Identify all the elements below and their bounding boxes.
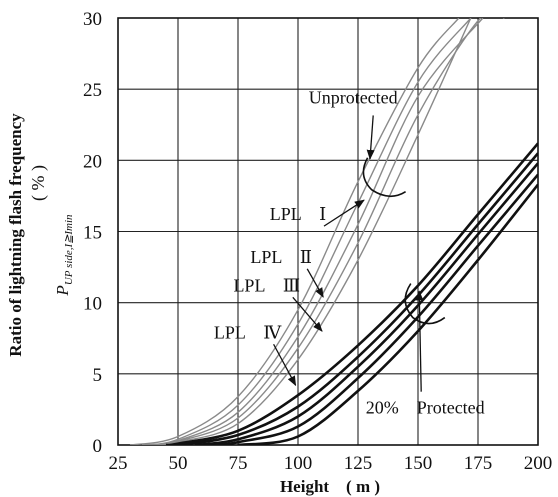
y-tick-label: 0: [93, 436, 103, 457]
y-axis-label-main: Ratio of lightning flash frequency: [6, 113, 25, 357]
series-line-lpl-ii: [149, 18, 484, 445]
series-line-lpl-iii: [153, 18, 505, 445]
unprotected-brace: [362, 157, 407, 198]
x-tick-label: 75: [229, 453, 248, 474]
y-tick-label: 15: [83, 223, 102, 244]
annotation-label-lpl4: LPL Ⅳ: [214, 322, 282, 342]
protected-series-line-7: [194, 162, 538, 445]
y-tick-label: 5: [93, 365, 103, 386]
annotation-arrow-lpl2: [306, 268, 324, 298]
tick-labels: 25 50 75 100 125 150 175 200 0 5 10 15 20 25 30: [83, 9, 552, 474]
annotations: Unprotected LPL Ⅰ LPL Ⅱ LPL Ⅲ LPL Ⅳ 20% Prote…: [214, 87, 485, 417]
series-line-lpl-iv: [158, 18, 472, 445]
annotation-arrow-lpl1: [323, 199, 365, 227]
protected-series-line-8: [213, 173, 538, 445]
annotation-label-unprotected: Unprotected: [309, 87, 398, 107]
series-group: [129, 18, 538, 445]
annotation-arrow-unprotected: [366, 115, 375, 160]
annotation-arrow-lpl4: [273, 343, 297, 387]
x-tick-label: 175: [464, 453, 493, 474]
y-tick-label: 10: [83, 294, 102, 315]
x-tick-label: 100: [284, 453, 313, 474]
y-tick-label: 20: [83, 151, 102, 172]
y-tick-label: 25: [83, 80, 102, 101]
protected-brace: [404, 283, 446, 325]
annotation-label-lpl3: LPL Ⅲ: [233, 275, 300, 295]
x-axis-label: Height ( m ): [280, 477, 380, 496]
x-tick-label: 200: [524, 453, 553, 474]
annotation-label-lpl2: LPL Ⅱ: [250, 247, 312, 267]
y-axis-label-unit: ( % ): [28, 165, 49, 201]
x-tick-label: 125: [344, 453, 373, 474]
annotation-label-lpl1: LPL Ⅰ: [270, 204, 326, 224]
annotation-arrow-protected: [415, 290, 424, 392]
protected-series-line-6: [177, 152, 538, 445]
y-axis-label-symbol: PUP side,I≧Imin: [53, 214, 75, 297]
series-line-unprotected: [129, 18, 460, 445]
y-symbol-subscript: UP side,I≧Imin: [63, 214, 75, 285]
annotation-arrow-lpl3: [292, 296, 323, 332]
series-lines: [129, 18, 538, 445]
y-tick-label: 30: [83, 9, 102, 30]
x-tick-label: 25: [109, 453, 128, 474]
protected-series-line-9: [237, 183, 538, 445]
protected-series-line-5: [165, 142, 538, 445]
annotation-label-protected: 20% Protected: [366, 398, 485, 418]
y-symbol-letter: P: [53, 285, 72, 296]
x-tick-label: 150: [404, 453, 433, 474]
grid: [118, 18, 538, 445]
series-line-lpl-i: [141, 18, 472, 445]
plot-frame: [117, 17, 539, 446]
x-tick-label: 50: [169, 453, 188, 474]
